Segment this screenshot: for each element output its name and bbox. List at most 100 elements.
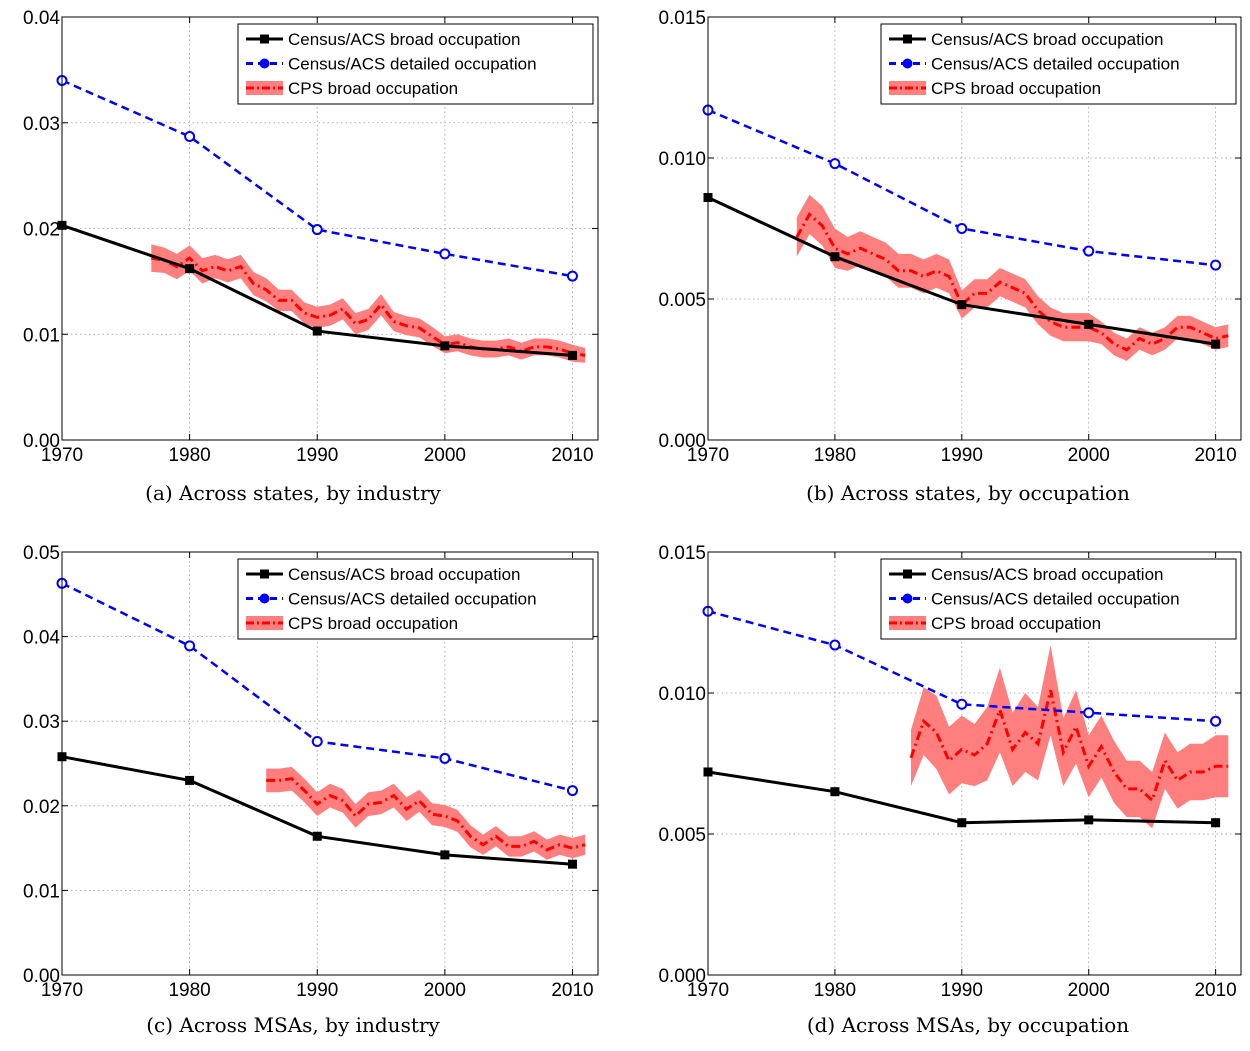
- cps-broad-line: [795, 212, 1229, 352]
- cps-broad-line: [151, 256, 586, 357]
- x-tick-label: 1980: [814, 445, 856, 466]
- legend-label-detailed: Census/ACS detailed occupation: [288, 590, 537, 609]
- y-tick-label: 0.00: [23, 966, 60, 987]
- x-tick-label: 1970: [41, 445, 83, 466]
- detailed-point: [1210, 259, 1222, 271]
- panel-b: 1970 1980 1990 2000 2010 0.000 0.005 0.010 0.015…: [658, 8, 1242, 505]
- detailed-occupation-line: [707, 108, 1216, 267]
- y-tick-label: 0.005: [658, 825, 706, 846]
- legend-label-detailed: Census/ACS detailed occupation: [931, 55, 1180, 74]
- broad-point: [1211, 818, 1221, 828]
- broad-point: [567, 859, 577, 869]
- y-tick-label: 0.005: [658, 290, 706, 311]
- legend-label-cps: CPS broad occupation: [931, 614, 1101, 633]
- x-tick-label: 1970: [687, 445, 729, 466]
- x-tick-label: 1990: [296, 445, 338, 466]
- broad-point: [312, 831, 322, 841]
- legend-detailed-marker: [902, 593, 913, 604]
- panel-caption: (b) Across states, by occupation: [806, 481, 1130, 505]
- x-tick-label: 2000: [1068, 980, 1110, 1001]
- detailed-occupation-line: [61, 79, 573, 278]
- cps-confidence-band: [796, 194, 1229, 361]
- x-tick-label: 1970: [687, 980, 729, 1001]
- axes-box: [61, 551, 599, 976]
- broad-point: [440, 341, 450, 351]
- panel-caption: (c) Across MSAs, by industry: [146, 1013, 440, 1037]
- detailed-point: [829, 639, 841, 651]
- detailed-point: [439, 752, 451, 764]
- legend-label-cps: CPS broad occupation: [288, 79, 458, 98]
- broad-point: [957, 818, 967, 828]
- y-tick-label: 0.000: [658, 431, 706, 452]
- detailed-point: [311, 224, 323, 236]
- y-tick-label: 0.02: [23, 220, 60, 241]
- x-tick-label: 1990: [296, 980, 338, 1001]
- legend-broad-marker: [260, 34, 269, 44]
- panel-d: 1970 1980 1990 2000 2010 0.000 0.005 0.010 0.015…: [658, 543, 1242, 1037]
- panel-caption: (a) Across states, by industry: [145, 481, 441, 505]
- panel-a: 1970 1980 1990 2000 2010 0.00 0.01 0.02 0.03 0.04…: [23, 8, 599, 505]
- legend-label-detailed: Census/ACS detailed occupation: [288, 55, 537, 74]
- x-tick-label: 1990: [941, 445, 983, 466]
- legend: Census/ACS broad occupation Census/ACS de…: [237, 23, 594, 105]
- legend-label-broad: Census/ACS broad occupation: [931, 565, 1163, 584]
- legend-detailed-marker: [259, 58, 270, 69]
- legend-label-cps: CPS broad occupation: [288, 614, 458, 633]
- y-tick-label: 0.000: [658, 966, 706, 987]
- legend: Census/ACS broad occupation Census/ACS de…: [237, 558, 594, 640]
- y-tick-label: 0.015: [658, 543, 706, 564]
- broad-point: [1084, 319, 1094, 329]
- broad-point: [830, 787, 840, 797]
- y-tick-label: 0.03: [23, 712, 60, 733]
- legend-label-cps: CPS broad occupation: [931, 79, 1101, 98]
- legend-detailed-marker: [902, 58, 913, 69]
- y-tick-label: 0.00: [23, 431, 60, 452]
- legend: Census/ACS broad occupation Census/ACS de…: [880, 558, 1237, 640]
- detailed-point: [1083, 707, 1095, 719]
- detailed-point: [1210, 715, 1222, 727]
- broad-occupation-line: [707, 196, 1216, 346]
- x-tick-label: 2010: [551, 445, 593, 466]
- y-tick-label: 0.02: [23, 797, 60, 818]
- x-tick-label: 2010: [1194, 980, 1236, 1001]
- detailed-point: [439, 248, 451, 260]
- x-tick-label: 2000: [424, 445, 466, 466]
- legend-broad-marker: [260, 569, 269, 579]
- cps-confidence-band: [151, 244, 586, 363]
- y-tick-label: 0.015: [658, 8, 706, 29]
- axes-box: [707, 551, 1242, 976]
- y-tick-label: 0.05: [23, 543, 60, 564]
- cps-broad-line: [909, 689, 1229, 803]
- legend-label-broad: Census/ACS broad occupation: [288, 30, 520, 49]
- cps-broad-line: [266, 777, 586, 852]
- detailed-point: [1083, 245, 1095, 257]
- x-tick-label: 2010: [551, 980, 593, 1001]
- legend-label-detailed: Census/ACS detailed occupation: [931, 590, 1180, 609]
- x-tick-label: 2000: [1068, 445, 1110, 466]
- legend: Census/ACS broad occupation Census/ACS de…: [880, 23, 1237, 105]
- x-tick-label: 1970: [41, 980, 83, 1001]
- broad-point: [567, 350, 577, 360]
- legend-label-broad: Census/ACS broad occupation: [288, 565, 520, 584]
- detailed-point: [566, 785, 578, 797]
- cps-confidence-band: [266, 766, 586, 860]
- broad-point: [312, 326, 322, 336]
- detailed-point: [566, 270, 578, 282]
- detailed-point: [184, 640, 196, 652]
- broad-point: [1211, 339, 1221, 349]
- legend-box: [880, 23, 1237, 105]
- broad-point: [440, 850, 450, 860]
- legend-box: [237, 23, 594, 105]
- broad-occupation-line: [61, 223, 573, 357]
- panel-caption: (d) Across MSAs, by occupation: [807, 1013, 1129, 1037]
- legend-label-broad: Census/ACS broad occupation: [931, 30, 1163, 49]
- legend-broad-marker: [903, 34, 912, 44]
- broad-point: [957, 300, 967, 310]
- y-tick-label: 0.04: [23, 628, 60, 649]
- y-tick-label: 0.01: [23, 881, 60, 902]
- broad-point: [830, 252, 840, 262]
- y-tick-label: 0.01: [23, 325, 60, 346]
- detailed-point: [956, 223, 968, 234]
- x-tick-label: 1990: [941, 980, 983, 1001]
